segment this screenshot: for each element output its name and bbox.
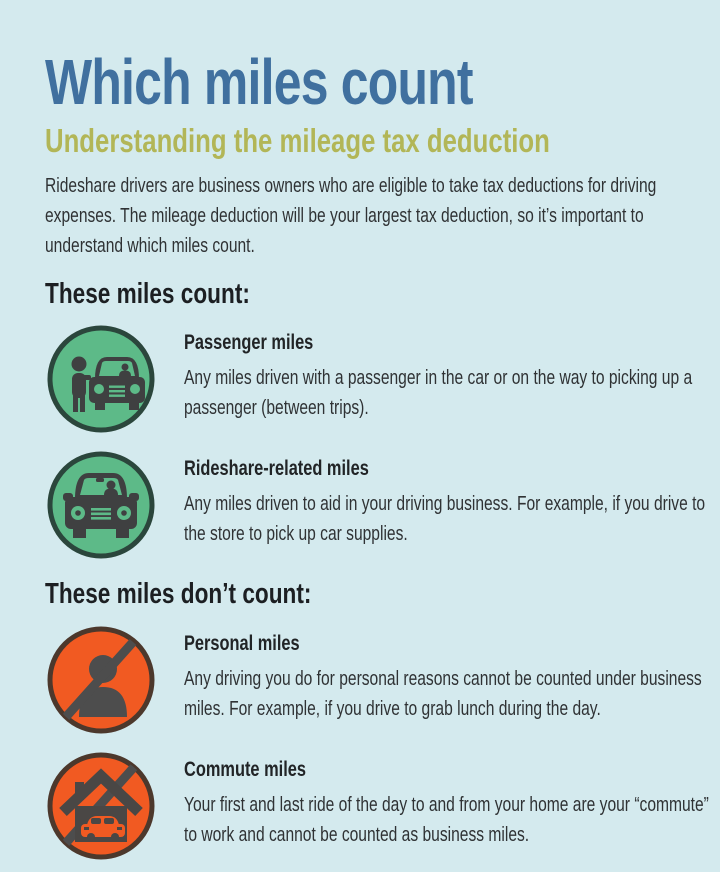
page-subtitle: Understanding the mileage tax deduction — [45, 122, 550, 159]
section-heading-count: These miles count: — [45, 277, 250, 310]
section-heading-dont-count: These miles don’t count: — [45, 578, 312, 611]
car-front-driver-icon — [45, 449, 157, 561]
item-commute-miles: Commute miles Your first and last ride o… — [45, 750, 709, 862]
home-car-prohibited-icon — [45, 750, 157, 862]
item-passenger-miles: Passenger miles Any miles driven with a … — [45, 323, 692, 435]
item-description-commute-miles: Your first and last ride of the day to a… — [184, 793, 709, 846]
item-rideshare-related-miles: Rideshare-related miles Any miles driven… — [45, 449, 705, 561]
person-prohibited-icon — [45, 624, 157, 736]
item-description-rideshare-miles: Any miles driven to aid in your driving … — [184, 493, 706, 546]
item-personal-miles: Personal miles Any driving you do for pe… — [45, 624, 702, 736]
page-title: Which miles count — [45, 46, 474, 118]
intro-text: Rideshare drivers are business owners wh… — [45, 174, 657, 257]
item-text: Personal miles Any driving you do for pe… — [157, 624, 720, 724]
item-title-commute-miles: Commute miles — [184, 757, 306, 781]
item-text: Rideshare-related miles Any miles driven… — [157, 449, 720, 549]
item-description-personal-miles: Any driving you do for personal reasons … — [184, 667, 702, 720]
item-description-passenger-miles: Any miles driven with a passenger in the… — [184, 367, 693, 420]
item-text: Passenger miles Any miles driven with a … — [157, 323, 720, 423]
item-text: Commute miles Your first and last ride o… — [157, 750, 720, 850]
item-title-rideshare-miles: Rideshare-related miles — [184, 457, 369, 481]
item-title-passenger-miles: Passenger miles — [184, 331, 314, 355]
passenger-pickup-icon — [45, 323, 157, 435]
item-title-personal-miles: Personal miles — [184, 631, 300, 655]
